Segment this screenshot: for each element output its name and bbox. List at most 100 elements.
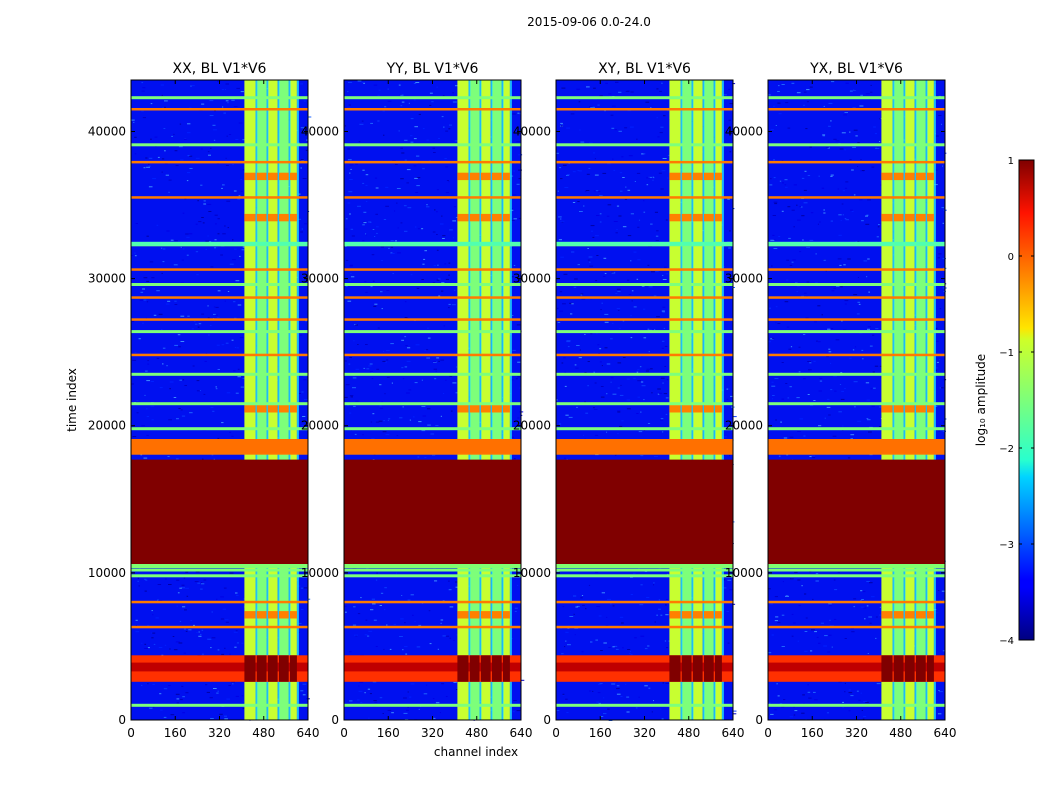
stripe — [344, 196, 521, 199]
y-tick-label: 40000 — [88, 124, 126, 138]
stripe — [768, 439, 945, 454]
y-tick-label: 0 — [118, 713, 126, 727]
band-patch — [681, 405, 692, 413]
band-patch — [457, 213, 469, 222]
stripe — [768, 568, 945, 572]
panel-title: XX, BL V1*V6 — [173, 61, 267, 77]
band-column — [503, 80, 510, 720]
stripe — [344, 160, 521, 164]
bright-band-core — [556, 662, 733, 672]
band-patch — [480, 213, 491, 222]
colorbar-tick-label: −2 — [999, 444, 1014, 455]
band-patch — [503, 172, 510, 181]
stripe — [131, 330, 308, 334]
band-column — [267, 80, 278, 720]
y-tick-label: 0 — [543, 713, 551, 727]
x-tick-label: 0 — [127, 726, 135, 740]
band-patch — [704, 213, 714, 222]
stripe — [556, 353, 733, 357]
band-patch — [669, 611, 681, 619]
colorbar-gradient — [1018, 159, 1035, 641]
y-tick-label: 20000 — [725, 419, 763, 433]
y-tick-label: 40000 — [513, 124, 551, 138]
band-patch — [469, 611, 480, 619]
stripe — [768, 143, 945, 147]
band-column — [469, 80, 480, 720]
band-patch — [715, 405, 722, 413]
band-patch — [881, 213, 893, 222]
x-tick-label: 0 — [340, 726, 348, 740]
stripe — [556, 160, 733, 164]
y-tick-label: 20000 — [301, 419, 339, 433]
band-patch — [267, 405, 278, 413]
band-patch — [881, 172, 893, 181]
band-patch — [715, 611, 722, 619]
band-patch — [692, 405, 703, 413]
band-patch — [492, 172, 502, 181]
panels: XX, BL V1*V6 0 160 320 480 640 0 10000 20000 3000… — [88, 61, 957, 740]
stripe — [556, 625, 733, 629]
band-patch — [503, 611, 510, 619]
stripe — [556, 330, 733, 334]
saturated-block — [768, 459, 945, 565]
x-tick-label: 320 — [633, 726, 656, 740]
band-column — [256, 80, 267, 720]
band-patch — [916, 405, 926, 413]
rfi-band — [669, 80, 724, 720]
band-patch — [267, 213, 278, 222]
band-patch — [244, 172, 256, 181]
rfi-stripes — [131, 96, 308, 707]
band-patch — [279, 172, 289, 181]
stripe — [556, 703, 733, 707]
band-patch — [480, 611, 491, 619]
band-patch — [927, 405, 934, 413]
x-tick-label: 160 — [164, 726, 187, 740]
stripe — [344, 402, 521, 406]
stripe — [768, 96, 945, 100]
band-patch — [469, 213, 480, 222]
colorbar-tick-label: −3 — [999, 540, 1014, 551]
band-patch — [916, 172, 926, 181]
band-patch — [469, 172, 480, 181]
y-tick-label: 10000 — [725, 566, 763, 580]
stripe — [131, 108, 308, 111]
stripe — [344, 703, 521, 707]
stripe — [768, 108, 945, 111]
bright-band-core — [344, 662, 521, 672]
stripe — [131, 296, 308, 299]
stripe — [344, 143, 521, 147]
band-patch — [290, 611, 297, 619]
panel-3: XY, BL V1*V6 0 160 320 480 640 0 10000 20000 3000… — [513, 61, 745, 740]
band-column — [692, 80, 703, 720]
x-tick-label: 640 — [297, 726, 320, 740]
band-column — [669, 80, 681, 720]
panel-title: YX, BL V1*V6 — [809, 61, 903, 77]
colorbar-tick-label: 1 — [1008, 156, 1014, 167]
stripe — [768, 600, 945, 604]
x-tick-label: 640 — [934, 726, 957, 740]
band-patch — [881, 611, 893, 619]
stripe — [556, 600, 733, 604]
stripe — [131, 268, 308, 271]
stripe — [131, 196, 308, 199]
stripe — [556, 283, 733, 286]
stripe — [344, 96, 521, 100]
stripe — [131, 703, 308, 707]
band-patch — [469, 405, 480, 413]
panel-4: YX, BL V1*V6 0 160 320 480 640 0 10000 20000 3000… — [725, 61, 957, 740]
band-patch — [681, 172, 692, 181]
stripe — [768, 196, 945, 199]
stripe — [344, 268, 521, 271]
x-tick-label: 480 — [677, 726, 700, 740]
band-patch — [893, 172, 904, 181]
stripe — [131, 625, 308, 629]
saturated-block — [556, 459, 733, 565]
stripe — [556, 427, 733, 431]
y-tick-label: 20000 — [513, 419, 551, 433]
band-patch — [927, 213, 934, 222]
figure-suptitle: 2015-09-06 0.0-24.0 — [527, 15, 651, 29]
y-tick-label: 0 — [331, 713, 339, 727]
band-patch — [492, 611, 502, 619]
y-tick-label: 10000 — [88, 566, 126, 580]
